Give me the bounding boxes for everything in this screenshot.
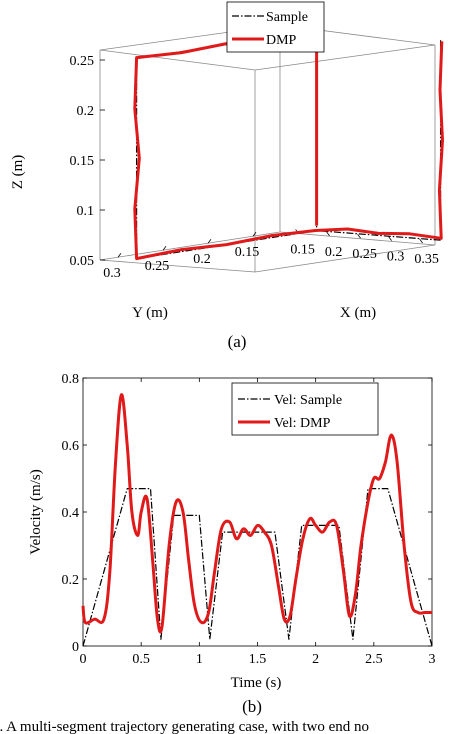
plot-a-ztick-label: 0.2 bbox=[77, 104, 95, 119]
plot-a-ytick bbox=[162, 245, 167, 251]
plot-a-xtick bbox=[388, 236, 392, 241]
plot-a-ztick-label: 0.25 bbox=[70, 54, 95, 69]
plot-a-ztick-label: 0.1 bbox=[77, 204, 95, 219]
plot-a: 0.05 0.1 0.15 0.2 0.25 0.3 0.25 0.2 0.15 0.15 0.2 0… bbox=[10, 1, 444, 351]
plot-b-legend-dmp-label: Vel: DMP bbox=[274, 416, 331, 431]
plot-a-legend: Sample DMP bbox=[226, 1, 325, 53]
plot-b-legend-box bbox=[231, 382, 379, 436]
plot-a-ytick-label: 0.25 bbox=[145, 259, 170, 274]
plot-a-ztick-label: 0.15 bbox=[70, 154, 95, 169]
plot-b-ytick-label: 0.8 bbox=[62, 372, 80, 387]
plot-a-xtick bbox=[419, 238, 423, 244]
plot-b-xtick-label: 2 bbox=[312, 652, 319, 667]
plot-a-xtick-label: 0.3 bbox=[387, 250, 405, 265]
plot-a-xtick-label: 0.15 bbox=[290, 242, 315, 257]
plot-b-ytick-label: 0.6 bbox=[62, 439, 80, 454]
plot-a-ytick bbox=[117, 252, 122, 258]
plot-b: 0 0.5 1 1.5 2 2.5 3 0 0.2 0.4 0.6 0.8 Velocity (m/s… bbox=[28, 372, 436, 716]
plot-a-xtick bbox=[326, 231, 330, 237]
plot-a-ztick-label: 0.05 bbox=[70, 254, 95, 269]
plot-b-xtick-label: 3 bbox=[429, 652, 436, 667]
plot-a-ylabel: Y (m) bbox=[132, 305, 168, 321]
plot-a-ytick-label: 0.15 bbox=[235, 245, 260, 260]
plot-a-zlabel: Z (m) bbox=[10, 155, 26, 190]
plot-b-ylabel: Velocity (m/s) bbox=[28, 469, 44, 554]
plot-b-series-sample bbox=[82, 488, 433, 647]
figure-caption: 4. A multi-segment trajectory generating… bbox=[0, 719, 369, 734]
plot-b-ytick-label: 0 bbox=[72, 640, 79, 655]
plot-a-ytick bbox=[207, 238, 212, 244]
plot-a-xtick-label: 0.2 bbox=[325, 245, 343, 260]
plot-a-legend-dmp-label: DMP bbox=[266, 33, 297, 48]
plot-b-ytick-label: 0.2 bbox=[62, 573, 80, 588]
plot-b-series-dmp bbox=[81, 393, 432, 634]
plot-b-xtick-label: 2.5 bbox=[365, 652, 383, 667]
plot-a-series-dmp bbox=[133, 29, 444, 261]
plot-a-xtick-label: 0.35 bbox=[414, 252, 439, 267]
plot-b-series bbox=[81, 393, 433, 647]
plot-b-xtick-label: 1.5 bbox=[249, 652, 267, 667]
plot-a-legend-sample-label: Sample bbox=[266, 10, 308, 25]
plot-b-ytick-label: 0.4 bbox=[62, 506, 80, 521]
plot-b-legend: Vel: Sample Vel: DMP bbox=[231, 382, 379, 436]
plot-a-ytick bbox=[252, 231, 257, 237]
plot-b-xlabel: Time (s) bbox=[231, 675, 282, 691]
plot-b-xtick-label: 0 bbox=[80, 652, 87, 667]
plot-b-xtick-label: 0.5 bbox=[132, 652, 150, 667]
plot-a-xtick bbox=[357, 234, 361, 239]
plot-a-xtick-label: 0.25 bbox=[352, 247, 377, 262]
plot-a-ytick-label: 0.3 bbox=[103, 266, 121, 281]
plot-a-legend-box bbox=[226, 1, 325, 53]
plot-b-xtick-label: 1 bbox=[196, 652, 203, 667]
plot-a-ytick-label: 0.2 bbox=[193, 252, 211, 267]
plot-a-series-sample bbox=[136, 30, 442, 260]
plot-b-legend-sample-label: Vel: Sample bbox=[274, 393, 342, 408]
plot-a-tick-labels: 0.05 0.1 0.15 0.2 0.25 0.3 0.25 0.2 0.15 0.15 0.2 0… bbox=[70, 54, 439, 281]
plot-a-subtitle: (a) bbox=[228, 332, 247, 351]
plot-a-series bbox=[133, 29, 444, 261]
plot-a-xlabel: X (m) bbox=[340, 305, 376, 321]
plot-b-tick-labels: 0 0.5 1 1.5 2 2.5 3 0 0.2 0.4 0.6 0.8 bbox=[62, 372, 436, 667]
plot-b-subtitle: (b) bbox=[242, 697, 262, 716]
